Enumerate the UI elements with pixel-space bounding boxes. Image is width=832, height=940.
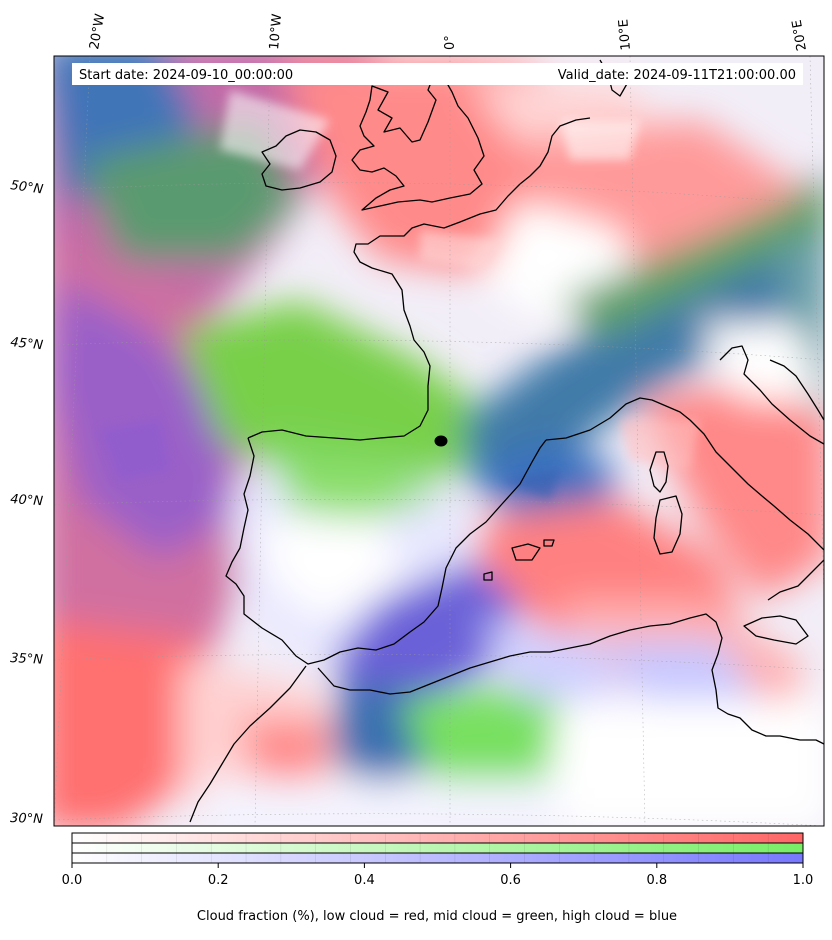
coast-menorca — [543, 539, 555, 547]
coast-ibiza — [483, 571, 493, 581]
colorbar-tick-label: 0.4 — [354, 873, 375, 888]
coast-low-countries — [519, 117, 591, 185]
coast-adriatic — [719, 345, 824, 445]
coast-iberia — [225, 437, 547, 665]
coast-morocco-atlantic — [189, 665, 307, 823]
cloud-fraction-field — [54, 56, 824, 826]
date-header-box — [72, 63, 803, 85]
lon-label-20w: 20°W — [87, 13, 108, 51]
lon-label-0: 0° — [443, 35, 458, 50]
location-dot-icon — [434, 435, 448, 447]
lat-label-40n: 40°N — [10, 492, 44, 509]
lat-label-35n: 35°N — [10, 651, 44, 668]
coastlines — [189, 59, 824, 823]
coast-north-africa — [317, 613, 824, 745]
colorbar-tick-label: 0.6 — [500, 873, 521, 888]
coast-italy-south — [767, 559, 824, 601]
colorbar-tick-label: 0.8 — [646, 873, 667, 888]
lat-label-30n: 30°N — [10, 811, 44, 827]
map-frame — [53, 55, 825, 827]
lon-label-20e: 20°E — [790, 19, 810, 52]
coast-sardinia — [653, 495, 683, 555]
lon-label-10w: 10°W — [267, 13, 285, 50]
lat-label-50n: 50°N — [9, 178, 44, 197]
coast-corsica — [649, 451, 669, 493]
longitude-labels: 20°W 10°W 0° 10°E 20°E — [87, 13, 810, 52]
coast-france-south-italy — [545, 397, 824, 551]
lat-label-45n: 45°N — [10, 335, 44, 353]
colorbar-tick-label: 1.0 — [793, 873, 814, 888]
colorbar-ticks: 0.0 0.2 0.4 0.6 0.8 1.0 — [62, 863, 814, 888]
colorbar: 0.0 0.2 0.4 0.6 0.8 1.0 — [62, 832, 814, 888]
lon-label-10e: 10°E — [616, 19, 634, 51]
colorbar-caption: Cloud fraction (%), low cloud = red, mid… — [197, 909, 677, 924]
valid-date-label: Valid_date: 2024-09-11T21:00:00.00 — [558, 68, 796, 83]
coast-sicily — [743, 615, 809, 645]
colorbar-high-cloud — [71, 852, 804, 864]
coast-balkans — [769, 359, 824, 421]
start-date-label: Start date: 2024-09-10_00:00:00 — [79, 68, 293, 83]
latitude-labels: 50°N 45°N 40°N 35°N 30°N — [9, 178, 44, 827]
cloud-texture — [100, 90, 700, 500]
coast-great-britain — [351, 69, 485, 211]
coast-mallorca — [511, 543, 541, 561]
coast-france-west — [247, 183, 521, 441]
colorbar-tick-label: 0.0 — [62, 873, 83, 888]
colorbar-low-cloud — [71, 832, 804, 844]
colorbar-mid-cloud — [71, 842, 804, 854]
colorbar-tick-label: 0.2 — [208, 873, 229, 888]
coast-ireland — [261, 129, 337, 191]
